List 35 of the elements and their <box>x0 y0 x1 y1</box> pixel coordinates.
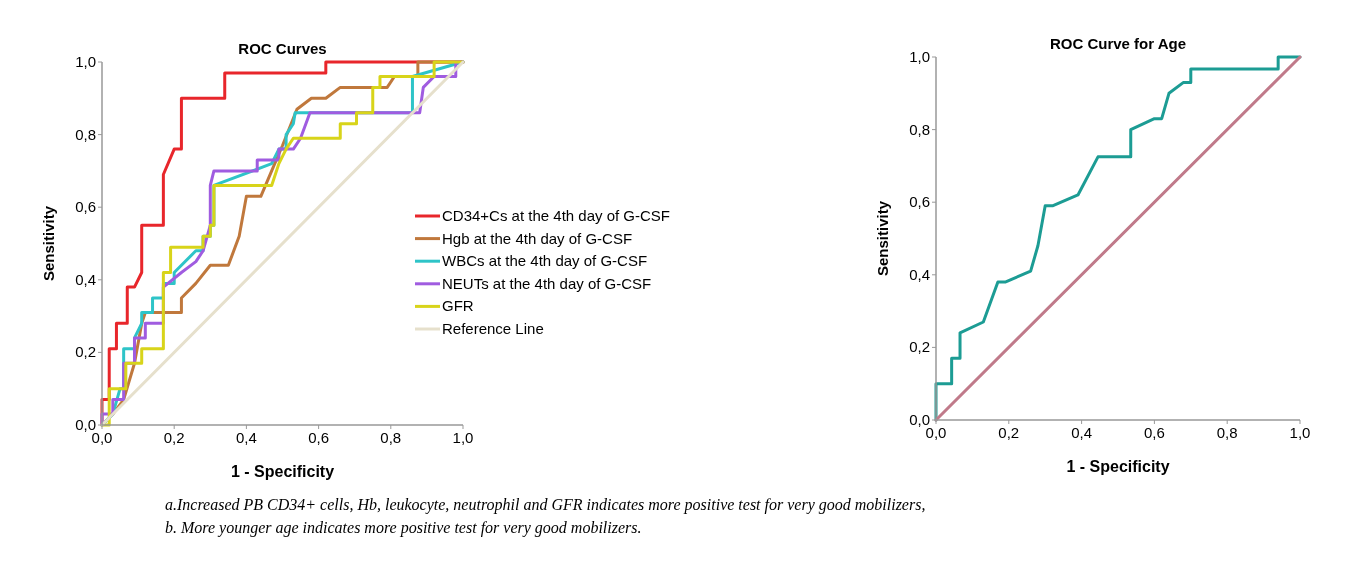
x-tick-label: 1,0 <box>1289 424 1311 441</box>
legend-label: CD34+Cs at the 4th day of G-CSF <box>442 207 671 224</box>
legend-label: WBCs at the 4th day of G-CSF <box>442 252 648 270</box>
text: a.Increased PB CD34+ cells, Hb, leukocyte, neutrophil and GFR indicates more positive test for very good mobilizers, <box>165 496 926 514</box>
y-tick-label: 0,2 <box>909 338 930 356</box>
legend-label: GFR <box>442 297 474 315</box>
x-tick-label: 0,8 <box>1216 424 1238 441</box>
x-tick-label: 0,0 <box>91 429 113 446</box>
y-tick-label: 0,4 <box>75 270 96 288</box>
chart-title: ROC Curves <box>238 40 327 57</box>
y-tick-label: 1,0 <box>909 48 930 65</box>
x-tick-label: 0,8 <box>380 429 402 446</box>
legend-label: NEUTs at the 4th day of G-CSF <box>442 274 652 292</box>
y-tick-label: 0,4 <box>909 265 930 283</box>
legend-label: Reference Line <box>442 320 544 337</box>
x-tick-label: 1,0 <box>452 429 474 446</box>
x-tick-label: 0,2 <box>998 424 1020 441</box>
x-axis-title: 1 - Specificity <box>230 463 335 480</box>
x-tick-label: 0,4 <box>235 429 257 446</box>
y-tick-label: 0,2 <box>75 343 96 361</box>
y-tick-label: 1,0 <box>75 53 96 70</box>
y-tick-label: 0,6 <box>75 198 96 216</box>
y-axis-title: Sensitivity <box>874 200 891 277</box>
y-tick-label: 0,8 <box>75 125 96 143</box>
x-tick-label: 0,4 <box>1071 424 1093 441</box>
text: b. More younger age indicates more positive test for very good mobilizers. <box>165 519 642 537</box>
x-axis-title: 1 - Specificity <box>1066 458 1170 475</box>
x-tick-label: 0,6 <box>308 429 330 446</box>
y-tick-label: 0,8 <box>909 120 930 138</box>
x-tick-label: 0,2 <box>163 429 185 446</box>
y-tick-label: 0,6 <box>909 193 930 211</box>
y-axis-title: Sensitivity <box>40 205 57 282</box>
chart-title: ROC Curve for Age <box>1049 35 1187 52</box>
x-tick-label: 0,6 <box>1143 424 1165 441</box>
legend-label: Hgb at the 4th day of G-CSF <box>442 229 633 247</box>
